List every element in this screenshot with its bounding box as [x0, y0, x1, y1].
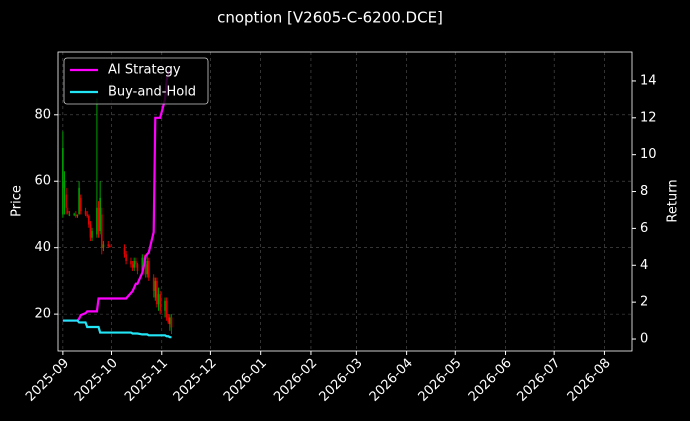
candle-body: [156, 280, 158, 305]
x-tick-label: 2025-12: [171, 356, 220, 405]
candle-body: [91, 231, 93, 238]
x-tick-label: 2026-03: [317, 356, 366, 405]
candle-body: [144, 264, 147, 275]
x-tick-label: 2026-06: [466, 356, 515, 405]
legend-box: [63, 57, 209, 105]
candle-body: [65, 194, 67, 208]
candle-body: [141, 257, 144, 271]
y-axis-label: Price: [10, 185, 25, 217]
candle-body: [78, 187, 80, 215]
y-tick-label: 20: [34, 307, 51, 322]
x-tick-label: 2026-08: [565, 356, 614, 405]
candle-body: [130, 260, 132, 265]
candle-body: [100, 214, 103, 248]
candle-body: [88, 216, 90, 225]
candle-body: [131, 264, 134, 268]
candle-body: [86, 214, 88, 217]
candle-body: [68, 214, 71, 216]
candle-body: [75, 214, 77, 217]
y2-axis-label: Return: [666, 179, 681, 222]
candle-body: [84, 211, 87, 215]
candle-body: [63, 181, 66, 188]
x-tick-label: 2025-11: [122, 356, 171, 405]
candle-body: [146, 260, 148, 275]
candle-body: [136, 264, 139, 271]
y-tick-label: 40: [34, 240, 51, 255]
candle-body: [159, 294, 161, 311]
candle-body: [96, 207, 98, 235]
x-tick-label: 2026-01: [221, 356, 270, 405]
legend: AI Strategy Buy-and-Hold: [63, 57, 209, 105]
x-tick-label: 2025-10: [72, 356, 121, 405]
x-tick-label: 2026-04: [367, 356, 416, 405]
y2-tick-label: 6: [640, 221, 648, 236]
y2-tick-label: 10: [640, 147, 657, 162]
y2-tick-label: 0: [640, 332, 648, 347]
candle-body: [135, 260, 137, 265]
candle-body: [165, 300, 168, 318]
y-tick-label: 60: [34, 174, 51, 189]
y2-tick-label: 12: [640, 110, 657, 125]
candle-body: [107, 244, 110, 247]
candle-body: [164, 300, 166, 311]
candle-body: [167, 317, 170, 323]
candle-body: [66, 211, 69, 213]
candle-body: [152, 277, 155, 291]
x-tick-label: 2026-07: [514, 356, 563, 405]
candle-body: [109, 246, 111, 248]
candle-body: [97, 207, 100, 232]
candle-body: [73, 213, 76, 215]
candle-body: [123, 247, 126, 255]
x-tick-label: 2025-09: [23, 356, 72, 405]
candle-body: [79, 197, 82, 212]
line-series: [62, 319, 172, 339]
candle-body: [148, 260, 150, 278]
chart-title: cnoption [V2605-C-6200.DCE]: [217, 9, 443, 27]
candle-body: [99, 197, 101, 232]
candle-body: [125, 254, 127, 261]
candle-body: [133, 260, 136, 268]
candle-body: [169, 317, 171, 325]
candle-body: [102, 244, 105, 248]
x-tick-label: 2026-02: [271, 356, 320, 405]
candle-body: [76, 215, 79, 217]
candle-body: [62, 148, 64, 215]
legend-label: Buy-and-Hold: [108, 85, 196, 100]
y2-tick-label: 8: [640, 184, 648, 199]
candle-body: [89, 224, 92, 238]
y2-tick-label: 2: [640, 295, 648, 310]
candle-body: [154, 280, 157, 298]
candle-body: [157, 294, 160, 305]
y2-tick-label: 14: [640, 73, 657, 88]
y-tick-label: 80: [34, 107, 51, 122]
legend-label: AI Strategy: [108, 63, 181, 78]
plot-frame: [57, 51, 633, 352]
y2-tick-label: 4: [640, 258, 648, 273]
x-tick-label: 2026-05: [416, 356, 465, 405]
candle-body: [170, 317, 173, 328]
